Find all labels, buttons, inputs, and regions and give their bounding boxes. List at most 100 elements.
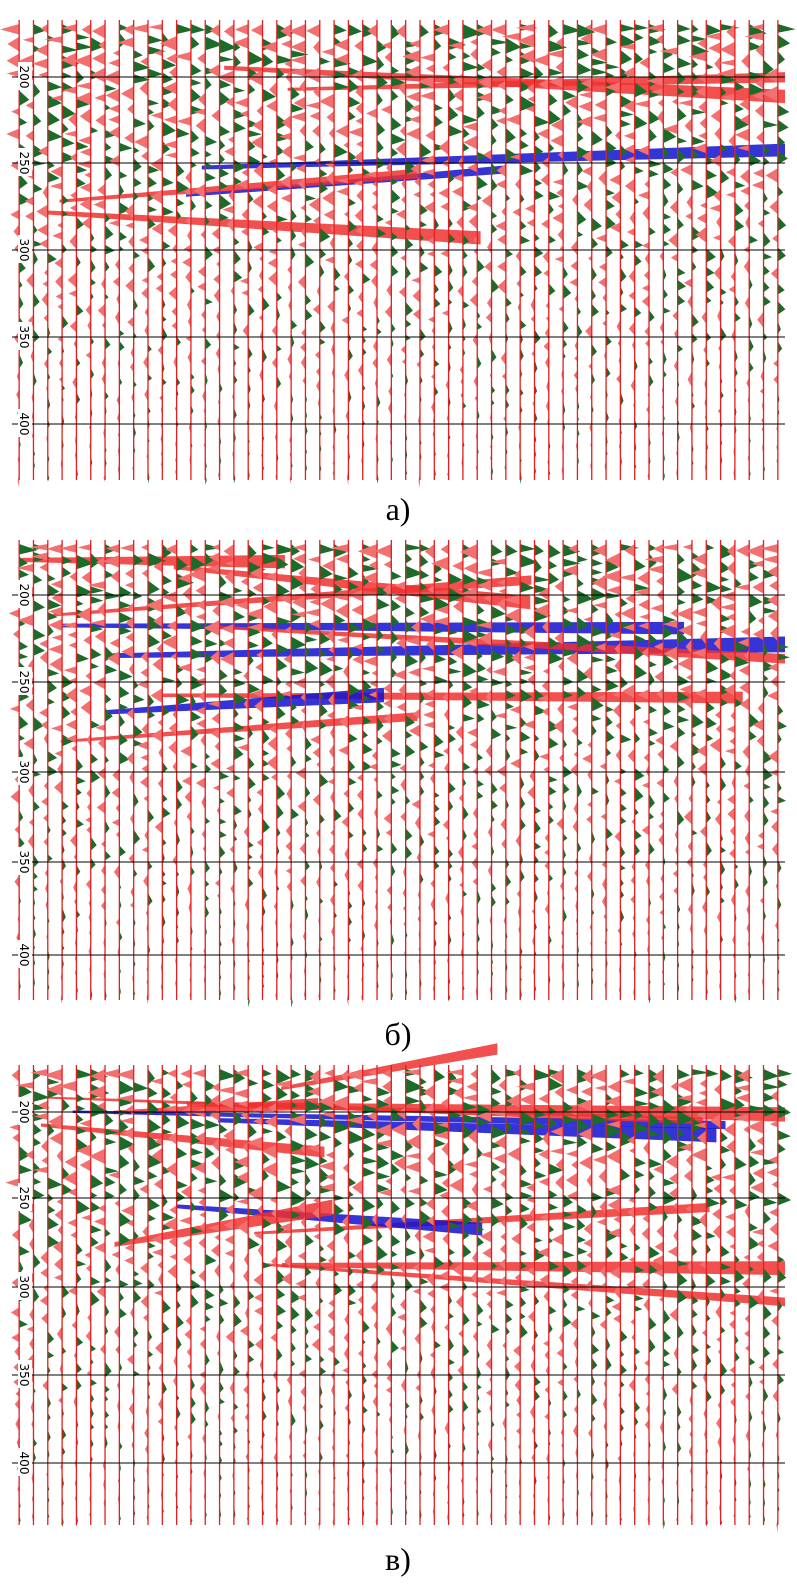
peak bbox=[335, 124, 348, 138]
peak bbox=[566, 1173, 578, 1188]
trough bbox=[692, 1186, 697, 1202]
trough bbox=[434, 733, 443, 748]
peak bbox=[338, 745, 348, 755]
trough bbox=[492, 278, 500, 293]
trough bbox=[277, 237, 282, 244]
peak bbox=[387, 885, 392, 895]
trough bbox=[463, 1312, 470, 1327]
peak bbox=[500, 1243, 506, 1255]
trough bbox=[477, 780, 484, 788]
peak bbox=[158, 345, 162, 356]
trough bbox=[76, 1378, 81, 1391]
peak bbox=[343, 1163, 349, 1173]
trough bbox=[406, 845, 412, 859]
trough bbox=[649, 671, 655, 687]
peak bbox=[725, 748, 735, 754]
trough bbox=[76, 1105, 85, 1112]
peak bbox=[755, 42, 763, 57]
peak bbox=[400, 1298, 406, 1311]
trough bbox=[119, 231, 127, 241]
peak bbox=[140, 754, 148, 761]
trough bbox=[263, 729, 270, 745]
trough bbox=[663, 213, 671, 220]
trough bbox=[420, 204, 428, 216]
trough bbox=[721, 584, 732, 592]
trough bbox=[534, 1389, 539, 1401]
trough bbox=[91, 1291, 100, 1307]
trough bbox=[764, 812, 769, 827]
peak bbox=[329, 744, 334, 759]
peak bbox=[384, 812, 392, 825]
trough bbox=[205, 172, 216, 181]
peak bbox=[267, 200, 277, 214]
trough bbox=[692, 59, 698, 69]
trough bbox=[606, 706, 614, 713]
peak bbox=[571, 1290, 578, 1300]
peak bbox=[486, 689, 492, 705]
trough bbox=[391, 1234, 400, 1247]
peak bbox=[184, 1329, 191, 1340]
trough bbox=[520, 748, 528, 755]
trough bbox=[220, 153, 225, 164]
trough bbox=[406, 828, 413, 841]
trough bbox=[520, 1203, 530, 1213]
trough bbox=[148, 1279, 155, 1290]
peak bbox=[541, 173, 549, 187]
peak bbox=[428, 762, 434, 769]
peak bbox=[427, 1151, 434, 1167]
peak bbox=[85, 817, 90, 824]
peak bbox=[310, 735, 320, 745]
trough bbox=[534, 558, 541, 574]
trough bbox=[706, 716, 716, 729]
trough bbox=[334, 266, 340, 281]
trough bbox=[520, 1250, 527, 1256]
peak bbox=[97, 801, 105, 814]
peak bbox=[257, 838, 263, 846]
trough bbox=[463, 1399, 468, 1412]
peak bbox=[386, 1386, 391, 1393]
peak bbox=[156, 284, 163, 293]
trough bbox=[377, 56, 384, 71]
peak bbox=[726, 192, 735, 198]
peak bbox=[585, 324, 591, 338]
peak bbox=[301, 1386, 306, 1398]
peak bbox=[442, 1232, 448, 1245]
peak bbox=[6, 129, 19, 140]
peak bbox=[501, 206, 505, 217]
peak bbox=[25, 211, 33, 221]
trough bbox=[291, 1155, 306, 1165]
trough bbox=[277, 167, 285, 181]
peak bbox=[125, 222, 134, 229]
trough bbox=[692, 333, 697, 344]
peak bbox=[15, 825, 20, 834]
peak bbox=[711, 595, 721, 611]
peak bbox=[400, 777, 405, 792]
peak bbox=[112, 768, 119, 782]
peak bbox=[200, 1326, 206, 1332]
trough bbox=[706, 734, 713, 742]
peak bbox=[43, 185, 48, 201]
trough bbox=[320, 661, 333, 677]
peak bbox=[252, 194, 262, 209]
peak bbox=[725, 1213, 735, 1221]
peak bbox=[385, 51, 392, 63]
trough bbox=[749, 571, 759, 581]
trough bbox=[234, 1312, 242, 1327]
peak bbox=[744, 200, 749, 211]
peak bbox=[54, 1274, 62, 1281]
trough bbox=[606, 679, 619, 692]
trough bbox=[506, 297, 512, 307]
peak bbox=[155, 820, 163, 833]
peak bbox=[80, 1159, 91, 1171]
peak bbox=[753, 168, 763, 177]
trough bbox=[234, 344, 240, 351]
peak bbox=[487, 1338, 492, 1353]
peak bbox=[566, 1085, 578, 1095]
peak bbox=[39, 708, 48, 718]
trough bbox=[305, 786, 310, 798]
trough bbox=[778, 105, 790, 117]
trough bbox=[592, 1358, 598, 1371]
peak bbox=[86, 671, 91, 680]
trough bbox=[33, 113, 41, 126]
trough bbox=[692, 1380, 697, 1390]
